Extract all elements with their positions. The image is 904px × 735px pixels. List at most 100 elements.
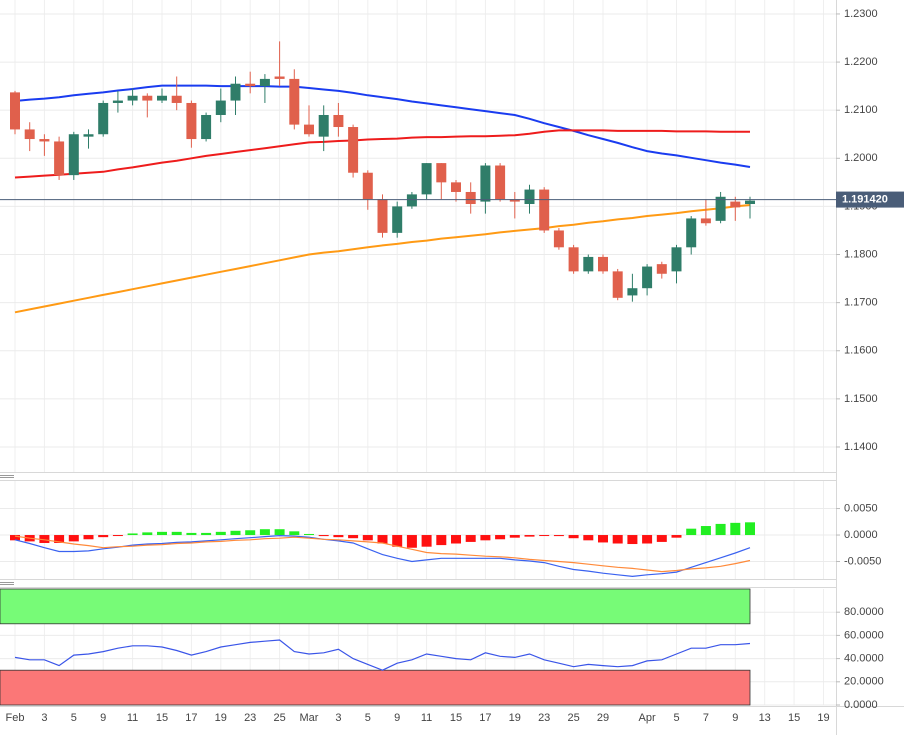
candle-body: [333, 114, 344, 128]
moving-average: [14, 84, 751, 168]
x-tick-label: 15: [450, 712, 462, 724]
candle-body: [700, 218, 711, 224]
x-tick-label: 15: [156, 712, 168, 724]
y-tick-label: 80.0000: [844, 606, 884, 618]
histogram-bar: [392, 535, 403, 547]
x-tick-label: 29: [597, 712, 609, 724]
moving-average: [14, 204, 751, 314]
x-tick-label: 5: [673, 712, 679, 724]
histogram-bar: [730, 522, 741, 536]
histogram-bar: [700, 526, 711, 536]
candle-body: [642, 266, 653, 289]
x-tick-label: 11: [127, 712, 138, 724]
histogram-bar: [539, 535, 550, 537]
candle-body: [171, 95, 182, 103]
candle-body: [598, 256, 608, 272]
rsi-line: [14, 639, 751, 671]
x-tick-label: 9: [732, 712, 738, 724]
histogram-bar: [259, 529, 270, 536]
candle-body: [274, 76, 285, 79]
candle-body: [465, 191, 476, 205]
y-tick-label: 60.0000: [844, 629, 884, 641]
histogram-bar: [745, 522, 755, 536]
pane-grips: [0, 475, 14, 585]
histogram-bar: [348, 535, 359, 539]
candle-body: [10, 92, 20, 130]
x-tick-label: Feb: [6, 712, 25, 724]
x-tick-label: 3: [335, 712, 341, 724]
histogram-bar: [171, 531, 182, 536]
histogram-bar: [642, 535, 653, 544]
candle-body: [406, 194, 417, 207]
x-tick-label: 13: [759, 712, 771, 724]
candle-body: [686, 218, 697, 248]
y-tick-label: 1.2000: [844, 152, 878, 164]
candle-body: [98, 102, 109, 135]
x-tick-label: 23: [538, 712, 550, 724]
candle-body: [524, 189, 535, 205]
histogram-bar: [98, 535, 109, 538]
histogram-bar: [362, 535, 373, 541]
candle-body: [348, 127, 359, 173]
candle-body: [715, 196, 726, 221]
histogram-bar: [304, 533, 314, 536]
histogram-bar: [112, 535, 123, 537]
histogram-bar: [715, 523, 726, 536]
histogram-bar: [553, 535, 564, 537]
candle-body: [39, 139, 50, 142]
candle-body: [83, 134, 94, 137]
candle-body: [68, 134, 79, 176]
mark-layer: [0, 41, 836, 706]
candle-body: [612, 271, 623, 298]
x-tick-label: 23: [244, 712, 256, 724]
last-price-label: 1.191420: [842, 193, 888, 205]
candle-body: [656, 264, 667, 274]
candle-body: [745, 200, 755, 205]
x-tick-label: 19: [215, 712, 227, 724]
candle-body: [54, 141, 65, 176]
histogram-bar: [68, 535, 79, 542]
histogram-bar: [157, 531, 167, 536]
histogram-bar: [201, 532, 212, 536]
candle-body: [362, 172, 373, 200]
histogram-bar: [230, 530, 241, 536]
histogram-bar: [83, 535, 94, 540]
histogram-bar: [583, 535, 594, 541]
histogram-bar: [598, 535, 608, 543]
y-tick-label: 1.2200: [844, 56, 878, 68]
histogram-bar: [10, 535, 20, 541]
candle-body: [230, 83, 241, 101]
histogram-bar: [524, 535, 535, 537]
histogram-bar: [377, 535, 388, 544]
band: [0, 588, 751, 625]
y-tick-label: 1.1800: [844, 248, 878, 260]
candle-body: [289, 78, 300, 125]
candle-body: [377, 199, 388, 233]
histogram-bar: [451, 535, 461, 544]
histogram-bar: [465, 535, 476, 542]
x-tick-label: 17: [479, 712, 491, 724]
candle-body: [436, 163, 447, 183]
histogram-bar: [39, 535, 50, 543]
candle-body: [318, 114, 329, 137]
x-tick-label: 19: [509, 712, 521, 724]
x-tick-label: 11: [421, 712, 432, 724]
y-tick-label: 1.2100: [844, 104, 878, 116]
candle-body: [245, 83, 256, 87]
candle-body: [186, 102, 197, 140]
candle-body: [509, 199, 520, 202]
histogram-bar: [127, 533, 138, 536]
x-tick-label: 17: [185, 712, 197, 724]
candle-body: [583, 256, 594, 272]
histogram-bar: [215, 531, 226, 536]
x-tick-label: 25: [567, 712, 579, 724]
histogram-bar: [495, 535, 506, 540]
histogram-bar: [568, 535, 579, 539]
y-tick-label: -0.0050: [844, 555, 881, 567]
last-price-box: [836, 191, 904, 208]
histogram-bar: [509, 535, 520, 538]
y-tick-label: 20.0000: [844, 676, 884, 688]
macd-line: [14, 534, 751, 578]
candle-body: [304, 124, 314, 135]
x-tick-label: Mar: [300, 712, 319, 724]
